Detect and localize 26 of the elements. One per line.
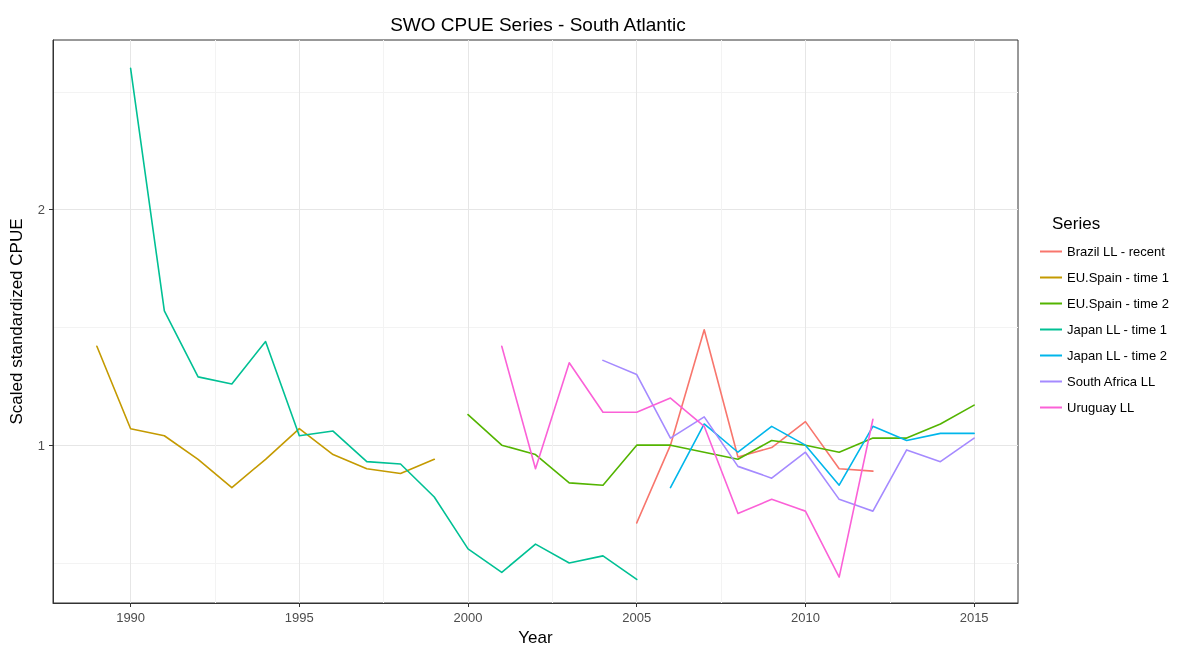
y-axis-title: Scaled standardized CPUE [7, 218, 26, 425]
legend-label: Japan LL - time 1 [1067, 322, 1167, 337]
x-tick-label: 2015 [959, 610, 989, 625]
line-series [635, 328, 874, 524]
legend-label: Japan LL - time 2 [1067, 348, 1167, 363]
chart-title: SWO CPUE Series - South Atlantic [390, 14, 686, 35]
x-tick-label: 1995 [284, 610, 314, 625]
y-tick-label: 1 [37, 437, 45, 453]
legend-label: Uruguay LL [1067, 400, 1135, 415]
line-series [602, 359, 975, 512]
x-axis-title: Year [518, 628, 554, 647]
line-series [96, 345, 436, 489]
line-series [467, 404, 975, 487]
x-tick-label: 1990 [116, 610, 146, 625]
y-tick-label: 2 [37, 202, 45, 218]
legend-label: EU.Spain - time 2 [1067, 296, 1169, 311]
x-tick-label: 2010 [790, 610, 820, 625]
line-series [129, 67, 638, 581]
legend-label: Brazil LL - recent [1067, 244, 1166, 259]
legend-label: EU.Spain - time 1 [1067, 270, 1169, 285]
legend-label: South Africa LL [1067, 374, 1156, 389]
line-series [500, 345, 874, 578]
line-series [669, 423, 975, 489]
x-tick-label: 2000 [453, 610, 483, 625]
x-tick-label: 2005 [622, 610, 652, 625]
legend-title: Series [1052, 214, 1101, 233]
